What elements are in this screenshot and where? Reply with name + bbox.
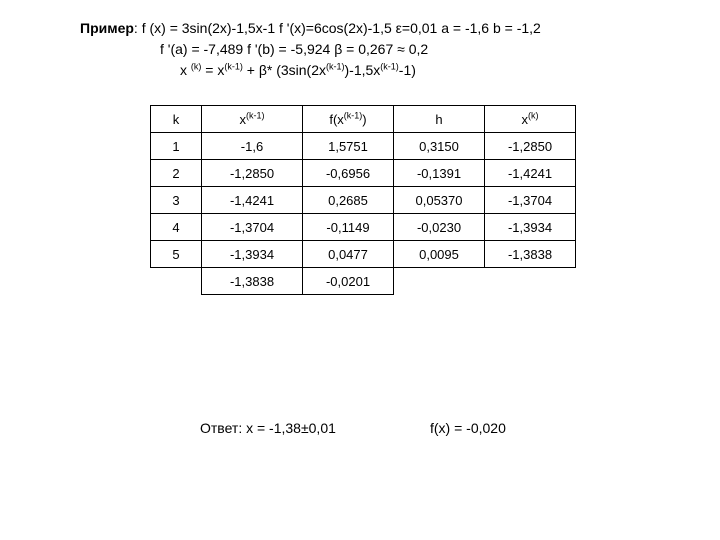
header-block: Пример: f (x) = 3sin(2x)-1,5x-1 f '(x)=6…: [0, 0, 720, 81]
table-row: 4 -1,3704 -0,1149 -0,0230 -1,3934: [151, 214, 576, 241]
line1-text: : f (x) = 3sin(2x)-1,5x-1 f '(x)=6cos(2x…: [134, 20, 541, 36]
answer-x: Ответ: x = -1,38±0,01: [200, 420, 336, 436]
col-xk-head: x(k): [485, 106, 576, 133]
col-h-head: h: [394, 106, 485, 133]
table-header-row: k x(k-1) f(x(k-1)) h x(k): [151, 106, 576, 133]
header-line-3: x (k) = x(k-1) + β* (3sin(2x(k-1))-1,5x(…: [80, 60, 680, 81]
iteration-table-wrap: k x(k-1) f(x(k-1)) h x(k) 1 -1,6 1,5751 …: [150, 105, 720, 295]
answer-fx: f(x) = -0,020: [430, 420, 506, 436]
col-fxk1-head: f(x(k-1)): [303, 106, 394, 133]
table-row: 2 -1,2850 -0,6956 -0,1391 -1,4241: [151, 160, 576, 187]
header-line-2: f '(a) = -7,489 f '(b) = -5,924 β = 0,26…: [80, 39, 680, 60]
col-k-head: k: [151, 106, 202, 133]
table-last-row: -1,3838 -0,0201: [151, 268, 576, 295]
col-xk1-head: x(k-1): [202, 106, 303, 133]
table-row: 5 -1,3934 0,0477 0,0095 -1,3838: [151, 241, 576, 268]
table-row: 3 -1,4241 0,2685 0,05370 -1,3704: [151, 187, 576, 214]
line2-text: f '(a) = -7,489 f '(b) = -5,924 β = 0,26…: [160, 41, 428, 57]
table-row: 1 -1,6 1,5751 0,3150 -1,2850: [151, 133, 576, 160]
title-label: Пример: [80, 20, 134, 36]
header-line-1: Пример: f (x) = 3sin(2x)-1,5x-1 f '(x)=6…: [80, 18, 680, 39]
iteration-table: k x(k-1) f(x(k-1)) h x(k) 1 -1,6 1,5751 …: [150, 105, 576, 295]
